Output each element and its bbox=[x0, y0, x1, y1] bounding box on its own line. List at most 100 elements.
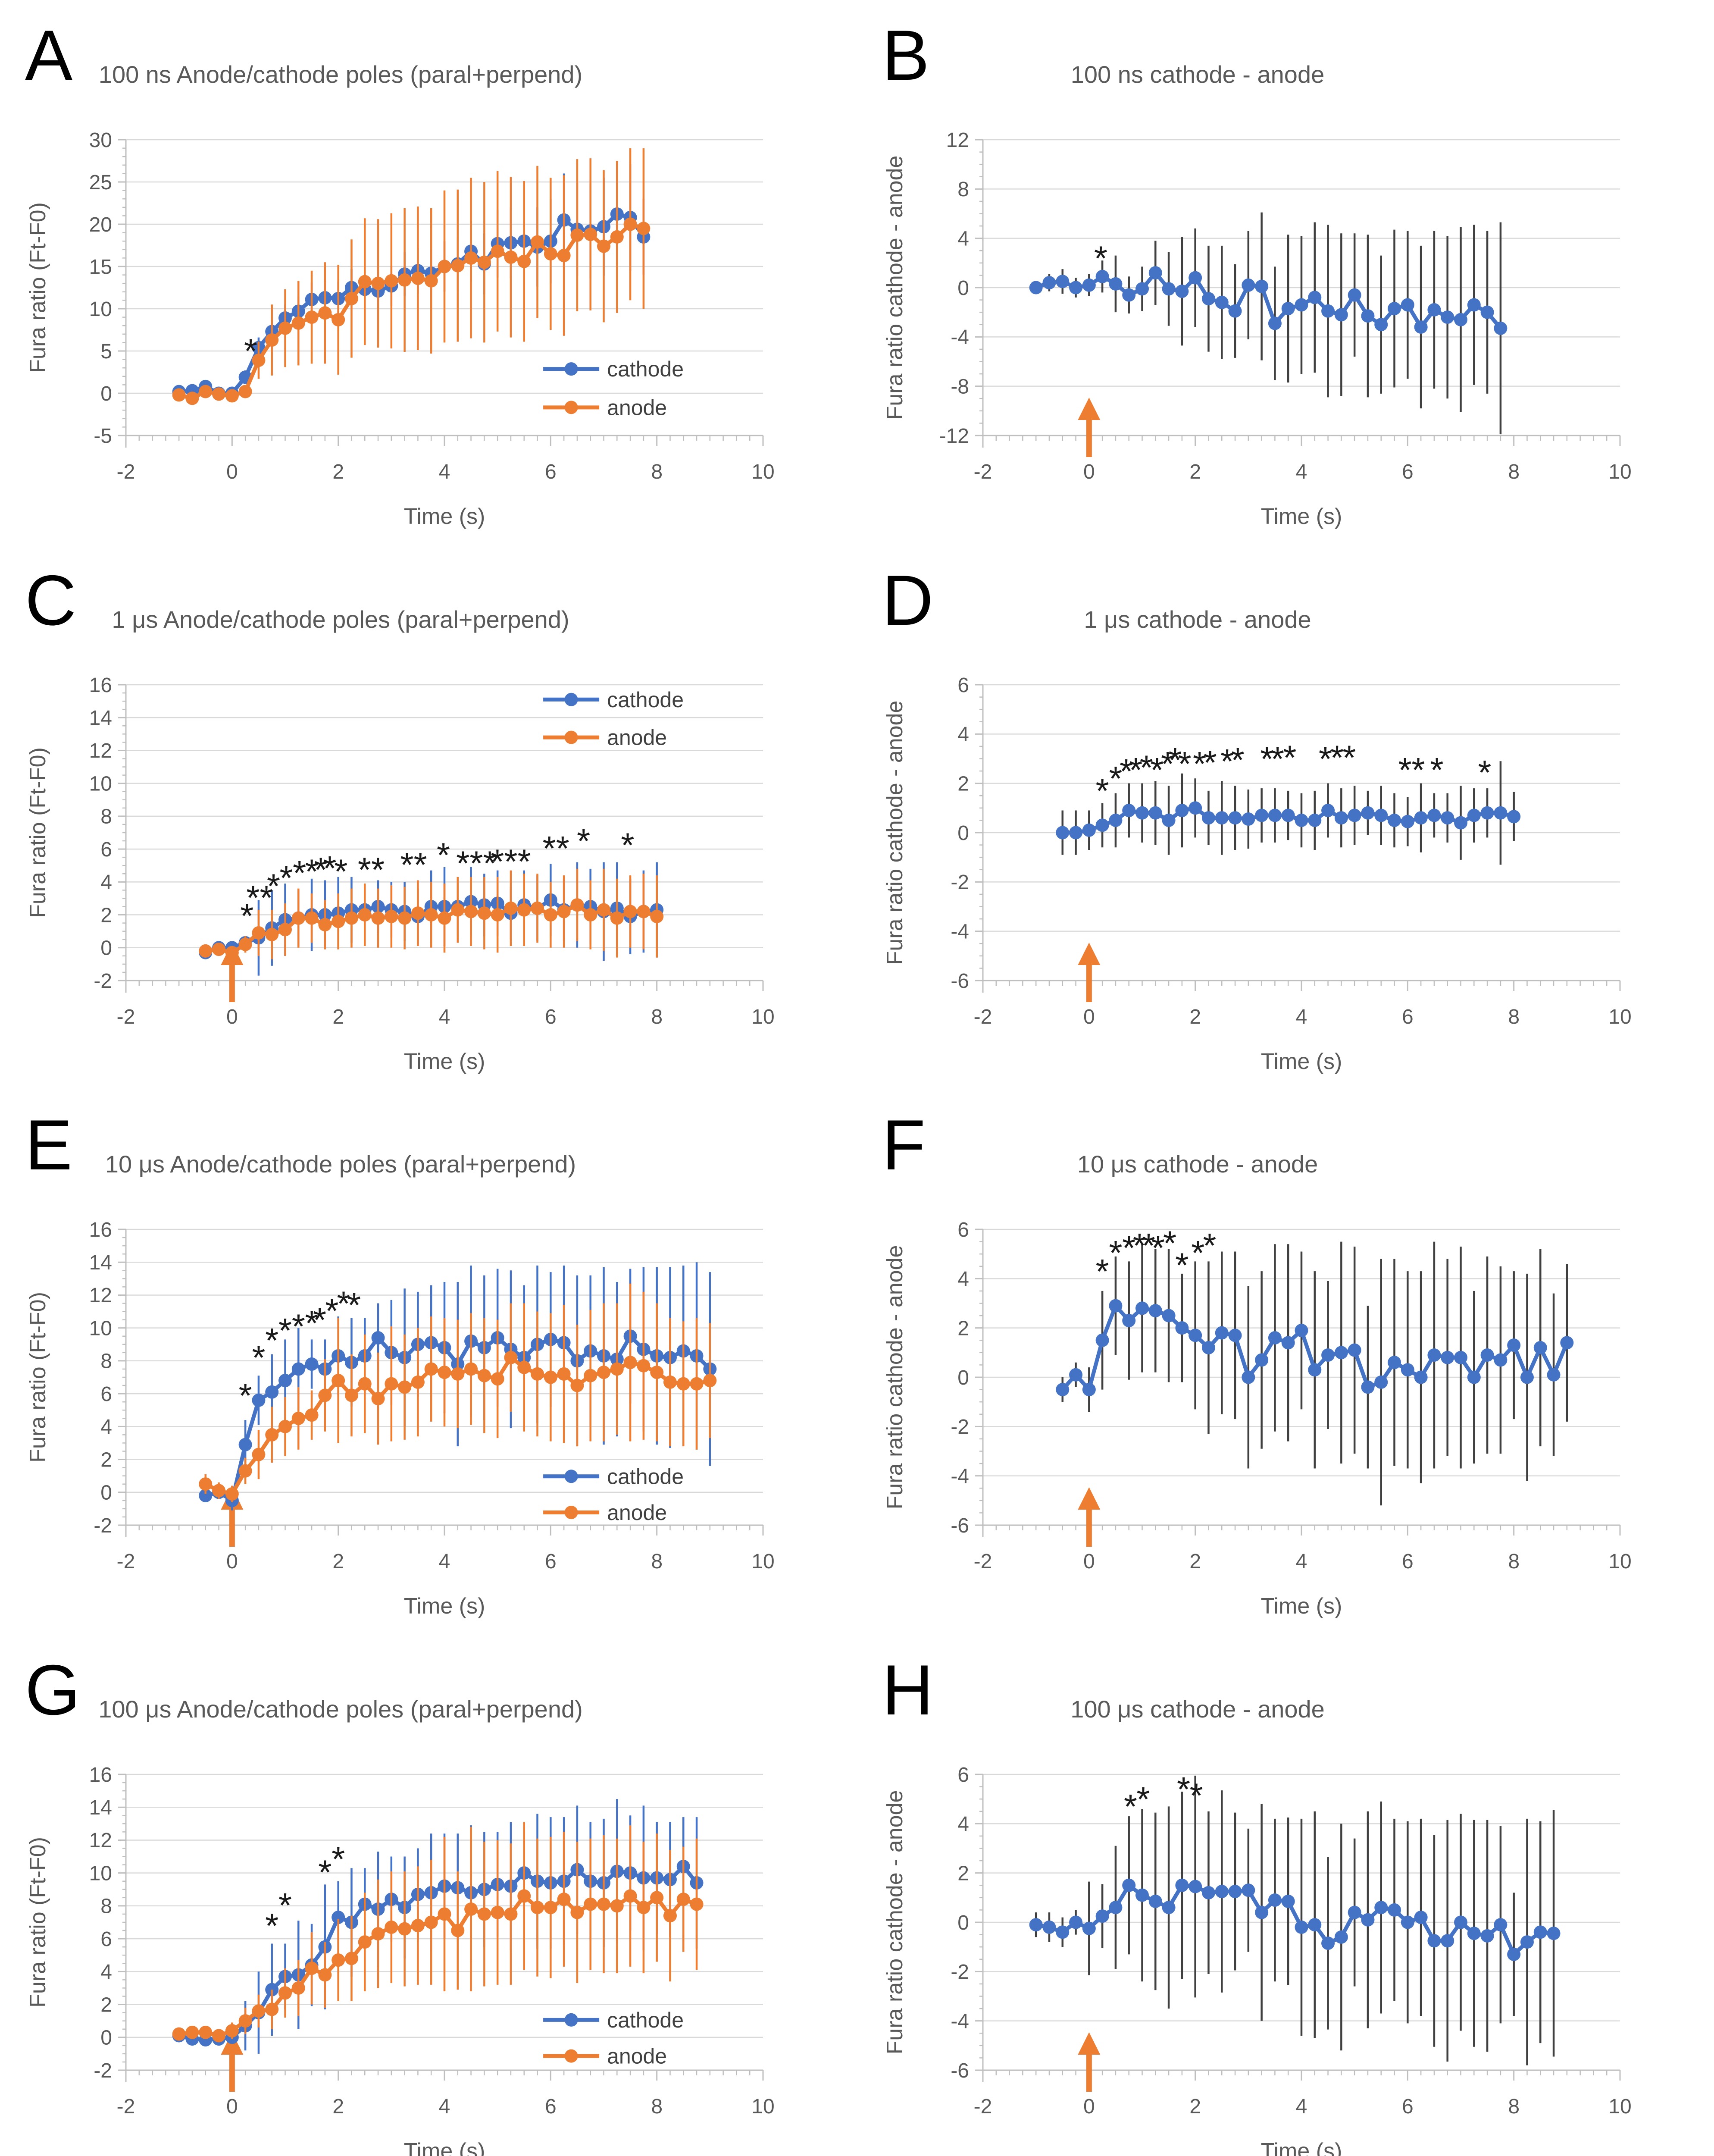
x-tick-label: 10 bbox=[751, 2095, 774, 2118]
significance-asterisk: * bbox=[325, 1292, 338, 1330]
data-point bbox=[1374, 808, 1388, 822]
y-tick-label: -2 bbox=[94, 969, 112, 992]
data-point bbox=[1507, 1947, 1521, 1961]
data-point bbox=[1507, 809, 1521, 823]
data-point bbox=[570, 1379, 584, 1392]
data-point bbox=[305, 1357, 319, 1371]
significance-asterisk: * bbox=[1151, 1229, 1165, 1267]
data-point bbox=[1095, 1333, 1109, 1347]
y-tick-label: 5 bbox=[100, 340, 112, 363]
legend-label: cathode bbox=[607, 1464, 684, 1489]
significance-asterisk: * bbox=[1398, 751, 1412, 789]
chart-title: 10 μs cathode - anode bbox=[1077, 1150, 1318, 1178]
data-point bbox=[557, 249, 571, 263]
data-point bbox=[238, 937, 252, 951]
y-tick-label: 15 bbox=[89, 256, 112, 279]
data-point bbox=[1042, 276, 1056, 290]
data-point bbox=[464, 1362, 478, 1376]
data-point bbox=[225, 389, 239, 403]
data-point bbox=[291, 316, 305, 330]
data-point bbox=[637, 1359, 651, 1373]
data-point bbox=[305, 1961, 319, 1975]
data-point bbox=[1334, 1346, 1348, 1360]
significance-asterisk: * bbox=[305, 852, 319, 890]
legend-marker-icon bbox=[564, 2049, 578, 2063]
data-point bbox=[305, 310, 319, 324]
data-point bbox=[212, 942, 226, 956]
legend-item-anode: anode bbox=[543, 725, 667, 749]
data-point bbox=[411, 1375, 425, 1389]
y-tick-label: 0 bbox=[100, 2026, 112, 2049]
x-tick-label: 4 bbox=[439, 1006, 450, 1028]
data-point bbox=[1441, 811, 1454, 824]
data-point bbox=[252, 354, 266, 367]
data-point bbox=[1414, 811, 1428, 824]
stimulus-arrow-icon bbox=[1078, 1487, 1101, 1547]
data-point bbox=[1401, 1363, 1414, 1377]
panel-letter: A bbox=[25, 16, 72, 95]
data-point bbox=[1281, 808, 1295, 822]
y-tick-label: 8 bbox=[957, 178, 969, 201]
data-point bbox=[385, 1920, 398, 1934]
stimulus-arrow-icon bbox=[1078, 942, 1101, 1002]
y-tick-label: -6 bbox=[951, 2059, 969, 2082]
legend: cathode anode bbox=[543, 687, 684, 749]
x-tick-label: 6 bbox=[1402, 1006, 1414, 1028]
x-tick-label: -2 bbox=[117, 1550, 135, 1573]
data-point bbox=[1148, 1304, 1162, 1318]
y-tick-label: 6 bbox=[957, 674, 969, 696]
data-point bbox=[1321, 803, 1335, 817]
data-point bbox=[1388, 813, 1401, 827]
data-point bbox=[1135, 806, 1149, 820]
significance-asterisk: * bbox=[1094, 239, 1107, 277]
data-point bbox=[1374, 318, 1388, 332]
data-point bbox=[1414, 1370, 1428, 1384]
data-point bbox=[1109, 277, 1123, 291]
x-tick-label: 8 bbox=[651, 1006, 663, 1028]
legend-label: anode bbox=[607, 395, 667, 420]
legend-item-anode: anode bbox=[543, 395, 667, 420]
data-point bbox=[225, 1487, 239, 1501]
x-axis-title: Time (s) bbox=[404, 2139, 485, 2156]
data-point bbox=[1454, 816, 1467, 830]
data-point bbox=[650, 909, 664, 923]
significance-asterisk: * bbox=[292, 1307, 305, 1346]
data-point bbox=[1056, 1925, 1070, 1939]
data-point bbox=[252, 2004, 266, 2018]
data-point bbox=[491, 908, 504, 921]
data-point bbox=[597, 239, 610, 253]
y-tick-label: 4 bbox=[100, 871, 112, 894]
data-point bbox=[1308, 291, 1322, 304]
significance-asterisk: * bbox=[318, 1853, 332, 1891]
y-tick-label: 0 bbox=[957, 1911, 969, 1934]
x-tick-label: 0 bbox=[226, 2095, 238, 2118]
x-tick-label: -2 bbox=[974, 1550, 992, 1573]
legend-marker-icon bbox=[564, 362, 578, 376]
y-tick-label: 6 bbox=[957, 1763, 969, 1786]
data-point bbox=[371, 276, 385, 290]
y-tick-label: 12 bbox=[89, 740, 112, 762]
data-point bbox=[1255, 1353, 1269, 1367]
data-point bbox=[623, 217, 637, 231]
data-point bbox=[1069, 281, 1083, 295]
chart-title: 100 ns cathode - anode bbox=[1071, 61, 1324, 88]
data-point bbox=[1467, 1926, 1481, 1940]
data-point bbox=[358, 908, 372, 921]
data-point bbox=[1334, 1930, 1348, 1944]
data-point bbox=[1427, 1934, 1441, 1947]
data-point bbox=[1189, 1880, 1202, 1893]
legend-label: cathode bbox=[607, 357, 684, 381]
y-tick-label: 0 bbox=[957, 1366, 969, 1389]
data-point bbox=[252, 1393, 266, 1407]
data-point bbox=[1374, 1375, 1388, 1389]
y-tick-label: 0 bbox=[100, 1482, 112, 1504]
data-point bbox=[1175, 1321, 1189, 1335]
x-tick-label: 2 bbox=[332, 461, 344, 483]
significance-asterisk: * bbox=[1163, 1224, 1176, 1262]
significance-asterisk: * bbox=[314, 850, 327, 889]
data-point bbox=[411, 906, 425, 920]
data-point bbox=[1201, 811, 1215, 824]
data-point bbox=[332, 1910, 345, 1924]
